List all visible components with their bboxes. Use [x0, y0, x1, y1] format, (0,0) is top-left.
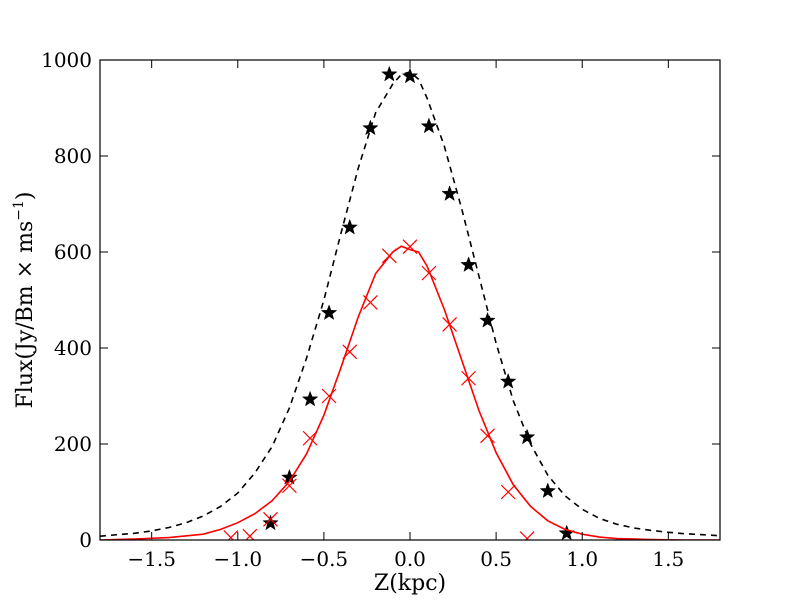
cross-point: [461, 370, 476, 386]
star-point: [420, 117, 438, 134]
cross-point: [480, 428, 495, 444]
y-axis-label: Flux(Jy/Bm × ms−1): [11, 192, 38, 409]
cross-point: [421, 265, 437, 281]
plot-frame: [99, 59, 721, 541]
star-point: [401, 67, 419, 84]
series-layer: [100, 65, 720, 540]
star-point: [479, 311, 496, 328]
cross-point: [500, 484, 516, 500]
cross-point: [242, 528, 258, 540]
x-axis-label: Z(kpc): [374, 571, 446, 596]
x-tick-label: −0.5: [300, 547, 349, 571]
cross-point: [321, 388, 337, 404]
star-point: [301, 390, 319, 407]
cross-point: [302, 430, 318, 446]
star-point: [262, 514, 279, 531]
star-point: [341, 218, 359, 235]
solid-model-line: [100, 245, 720, 540]
cross-point: [381, 248, 397, 264]
star-point: [441, 185, 458, 201]
cross-point: [263, 511, 278, 527]
y-axis-label-superscript: −1: [11, 200, 27, 221]
x-tick-label: 1.0: [566, 547, 598, 571]
x-tick-label: −1.0: [213, 547, 262, 571]
star-point: [499, 372, 517, 389]
x-tick-label: −1.5: [127, 547, 176, 571]
y-tick-label: 200: [54, 432, 92, 456]
cross-point: [362, 294, 378, 310]
cross-point: [519, 531, 535, 540]
y-tick-label: 1000: [41, 48, 92, 72]
y-tick-label: 600: [54, 240, 92, 264]
y-tick-label: 0: [79, 528, 92, 552]
star-point: [362, 119, 379, 136]
star-point: [518, 428, 536, 445]
x-tick-label: 0.0: [394, 547, 426, 571]
cross-point: [342, 344, 358, 360]
x-tick-label: 1.5: [652, 547, 684, 571]
ticks-layer: −1.5 −1.0 −0.5 0.0 0.5 1.0 1.5 0 200 400 600 800 100…: [41, 48, 720, 571]
cross-point: [402, 239, 418, 255]
star-point: [381, 65, 398, 82]
plot-area: [100, 65, 720, 540]
cross-point: [282, 478, 297, 494]
y-axis-label-main: Flux(Jy/Bm × ms: [13, 221, 38, 409]
x-tick-label: 0.5: [480, 547, 512, 571]
star-point: [460, 256, 477, 272]
y-tick-label: 400: [54, 336, 92, 360]
cross-point: [223, 530, 239, 540]
dashed-model-line: [100, 71, 720, 537]
star-point: [539, 482, 557, 499]
y-tick-label: 800: [54, 144, 92, 168]
star-point: [320, 304, 338, 320]
y-axis-label-close: ): [13, 192, 38, 201]
cross-point: [442, 317, 458, 332]
